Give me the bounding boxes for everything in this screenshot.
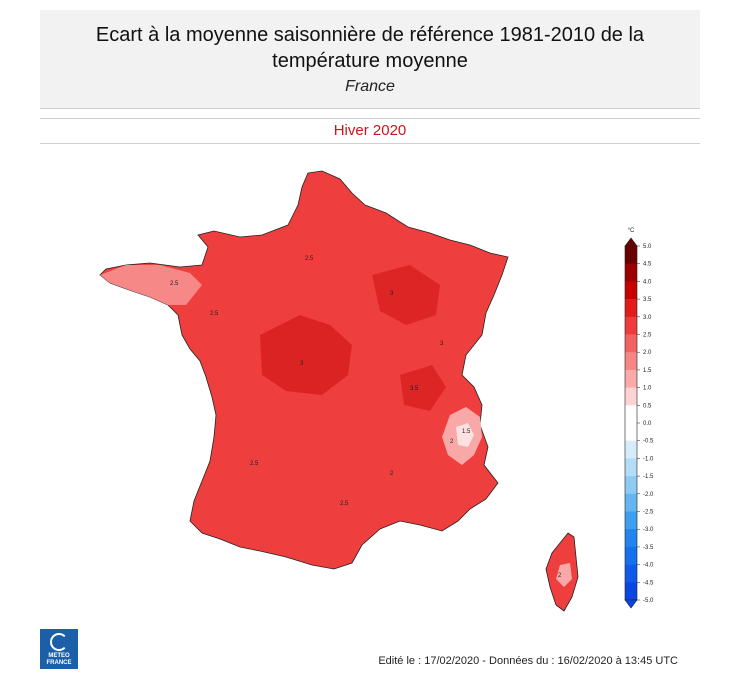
contour-label: 2.5: [340, 501, 349, 507]
map-title: Ecart à la moyenne saisonnière de référe…: [40, 22, 700, 74]
legend-unit: °C: [628, 228, 635, 234]
contour-label: 2.5: [305, 256, 314, 262]
legend-tick-label: 2.5: [643, 333, 652, 339]
legend-tick-label: 0.0: [643, 421, 652, 427]
legend-color-band: [625, 582, 637, 601]
anomaly-zone-centre: [260, 315, 352, 395]
legend-color-band: [625, 511, 637, 530]
legend-color-band: [625, 405, 637, 424]
logo-line-1: METEO: [48, 653, 70, 659]
legend-color-band: [625, 334, 637, 353]
contour-label: 3.5: [410, 386, 419, 392]
legend-tick-label: -4.0: [643, 563, 654, 569]
contour-label: 2: [558, 573, 562, 579]
contour-label: 2.5: [210, 311, 219, 317]
legend-tick-label: -1.0: [643, 456, 654, 462]
season-label: Hiver 2020: [40, 118, 700, 144]
legend-color-band: [625, 387, 637, 406]
legend-tick-label: -2.5: [643, 510, 654, 516]
legend-tick-label: -2.0: [643, 492, 654, 498]
anomaly-zone-northeast: [372, 265, 440, 325]
legend-color-band: [625, 476, 637, 495]
legend-color-band: [625, 440, 637, 459]
legend-tick-label: -1.5: [643, 474, 654, 480]
legend-tick-label: -3.5: [643, 545, 654, 551]
legend-tick-label: 3.0: [643, 315, 652, 321]
footer-edition-info: Edité le : 17/02/2020 - Données du : 16/…: [378, 655, 678, 667]
legend-color-band: [625, 423, 637, 441]
legend-tick-label: 4.5: [643, 262, 652, 268]
title-line-2: température moyenne: [272, 50, 468, 72]
legend-tick-label: -5.0: [643, 598, 654, 604]
contour-label: 3: [440, 341, 444, 347]
contour-label: 2.5: [250, 461, 259, 467]
corsica-zone: [556, 563, 572, 587]
contour-label: 2: [450, 439, 454, 445]
legend-color-band: [625, 564, 637, 583]
legend-color-band: [625, 246, 637, 264]
contour-label: 3: [390, 291, 394, 297]
anomaly-zone-coastal-west: [100, 265, 202, 305]
contour-label: 2: [390, 471, 394, 477]
legend-tick-label: 1.0: [643, 386, 652, 392]
legend-tick-label: -3.0: [643, 527, 654, 533]
legend-color-band: [625, 529, 637, 548]
contour-label: 1.5: [462, 429, 471, 435]
legend-arrow-top: [624, 237, 638, 247]
contour-label: 3: [300, 361, 304, 367]
legend-color-band: [625, 316, 637, 335]
legend-color-band: [625, 281, 637, 300]
legend-tick-label: 4.0: [643, 279, 652, 285]
meteo-france-logo-mark: [50, 633, 68, 651]
anomaly-zone-east: [400, 365, 446, 411]
legend-arrow-bottom: [624, 599, 638, 609]
anomaly-zone-alps-core: [456, 423, 474, 447]
legend-color-band: [625, 493, 637, 512]
color-scale-legend: °C 5.0 4.5 4.0 3.5 3.0 2.5 2.0 1.5 1.0 0.5 0.0 -0.5…: [624, 228, 654, 609]
legend-tick-label: 1.5: [643, 368, 652, 374]
title-line-1: Ecart à la moyenne saisonnière de référe…: [95, 24, 645, 46]
logo-line-2: FRANCE: [46, 660, 72, 666]
legend-color-band: [625, 546, 637, 565]
legend-tick-label: 0.5: [643, 403, 652, 409]
legend-color-band: [625, 352, 637, 371]
legend-color-band: [625, 458, 637, 477]
legend-tick-label: -0.5: [643, 439, 654, 445]
legend-color-band: [625, 369, 637, 388]
legend-tick-label: 3.5: [643, 297, 652, 303]
legend-tick-label: 2.0: [643, 350, 652, 356]
legend-color-band: [625, 299, 637, 318]
legend-color-band: [625, 263, 637, 282]
legend-tick-label: 5.0: [643, 244, 652, 250]
meteo-france-logo: METEO FRANCE: [40, 629, 78, 669]
france-anomaly-map: 2.5 2.5 3 3 3.5 2.5 2 1.5 2 2.5 3 2.5 2: [99, 170, 579, 612]
map-subtitle: France: [345, 78, 395, 95]
header-panel: Ecart à la moyenne saisonnière de référe…: [40, 10, 700, 109]
legend-tick-label: -4.5: [643, 580, 654, 586]
contour-label: 2.5: [170, 281, 179, 287]
